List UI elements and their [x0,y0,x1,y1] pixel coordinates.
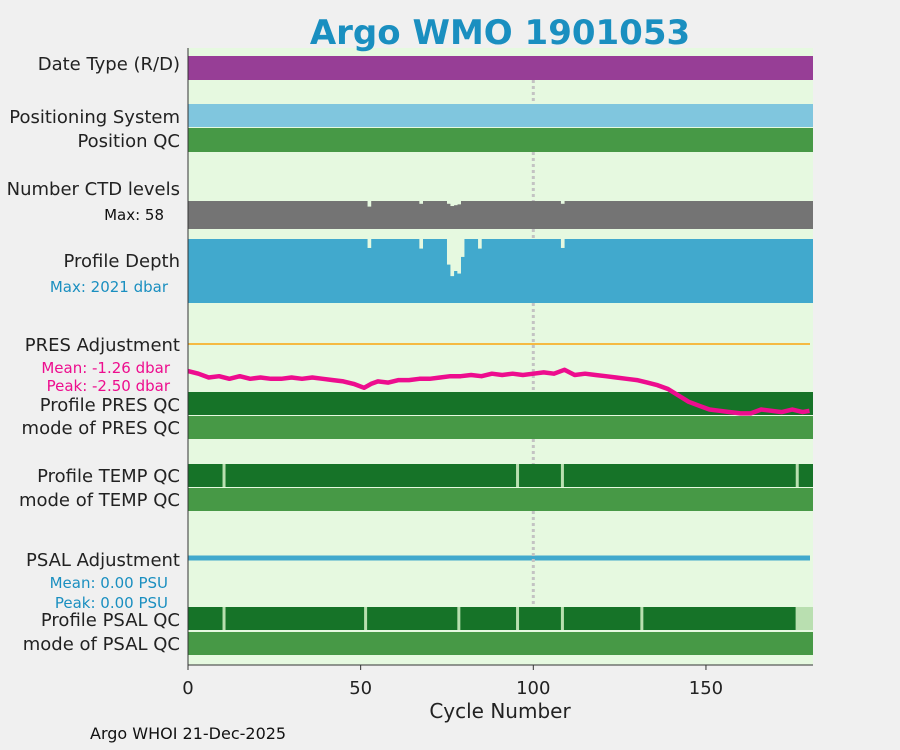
depth-dip [419,239,424,249]
profile-pres-qc-bar [188,392,813,415]
psal-qc-gap [795,607,799,630]
label-psal-mean: Mean: 0.00 PSU [50,574,168,592]
depth-dip [453,239,458,271]
psal-qc-gap [560,607,564,630]
label-pres-peak: Peak: -2.50 dbar [47,377,171,395]
chart-title: Argo WMO 1901053 [310,13,690,53]
ctd-dip [560,201,565,204]
positioning-system-bar [188,104,813,127]
x-tick-label: 150 [689,678,723,699]
label-date-type: Date Type (R/D) [38,54,180,75]
label-profile-pres-qc: Profile PRES QC [40,395,180,416]
psal-qc-gap [516,607,520,630]
date-type-bar [188,56,813,80]
ctd-dip [367,201,372,207]
label-ctd-max: Max: 58 [104,206,164,224]
label-psal-peak: Peak: 0.00 PSU [55,594,168,612]
temp-qc-gap [516,464,520,487]
profile-temp-qc-bar [188,464,813,487]
ctd-levels-bar [188,201,813,229]
label-depth-max: Max: 2021 dbar [50,278,169,296]
label-profile-temp-qc: Profile TEMP QC [37,466,180,487]
label-mode-psal-qc: mode of PSAL QC [23,634,180,655]
temp-qc-gap [560,464,564,487]
mode-psal-qc-bar [188,632,813,655]
mode-pres-qc-bar [188,416,813,439]
ctd-dip [450,201,455,207]
label-pres-mean: Mean: -1.26 dbar [41,359,171,377]
label-psal-adjustment: PSAL Adjustment [26,550,180,571]
x-tick-label: 0 [182,678,193,699]
label-profile-psal-qc: Profile PSAL QC [41,610,180,631]
ctd-dip [419,201,424,204]
psal-qc-light-segment [795,607,813,630]
footer-source: Argo WHOI 21-Dec-2025 [90,724,287,743]
depth-dip [367,239,372,248]
profile-depth-bar [188,239,813,303]
ctd-dip [453,201,458,206]
temp-qc-gap [222,464,226,487]
profile-psal-qc-bar [188,607,813,630]
label-positioning-system: Positioning System [9,107,180,128]
pres-adjustment-series [187,367,810,416]
depth-dip [560,239,565,248]
label-profile-depth: Profile Depth [63,251,180,272]
ctd-dip [446,201,451,204]
x-axis-label: Cycle Number [429,699,571,723]
depth-dip [478,239,482,249]
depth-dip [460,239,465,257]
psal-qc-gap [222,607,226,630]
label-mode-pres-qc: mode of PRES QC [22,418,180,439]
label-ctd-levels: Number CTD levels [7,179,180,200]
depth-dip [450,239,455,277]
psal-qc-gap [640,607,644,630]
depth-dip [457,239,461,274]
label-position-qc: Position QC [77,131,180,152]
mode-temp-qc-bar [188,488,813,511]
x-tick-label: 50 [349,678,372,699]
ctd-dip [457,201,461,205]
x-tick-label: 100 [516,678,550,699]
temp-qc-gap [795,464,799,487]
label-mode-temp-qc: mode of TEMP QC [19,490,180,511]
psal-qc-gap [457,607,461,630]
position-qc-bar [188,128,813,152]
depth-dip [446,239,451,265]
label-pres-adjustment: PRES Adjustment [25,335,180,356]
psal-qc-gap [364,607,368,630]
